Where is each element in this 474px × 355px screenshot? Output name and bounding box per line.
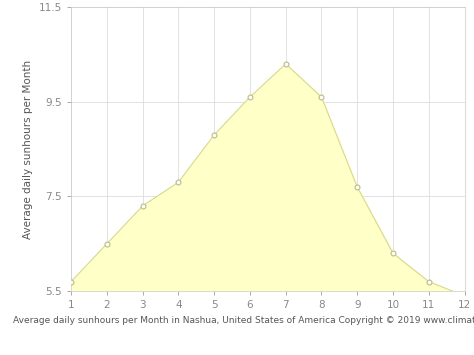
Y-axis label: Average daily sunhours per Month: Average daily sunhours per Month	[23, 60, 33, 239]
X-axis label: Average daily sunhours per Month in Nashua, United States of America Copyright ©: Average daily sunhours per Month in Nash…	[13, 316, 474, 325]
